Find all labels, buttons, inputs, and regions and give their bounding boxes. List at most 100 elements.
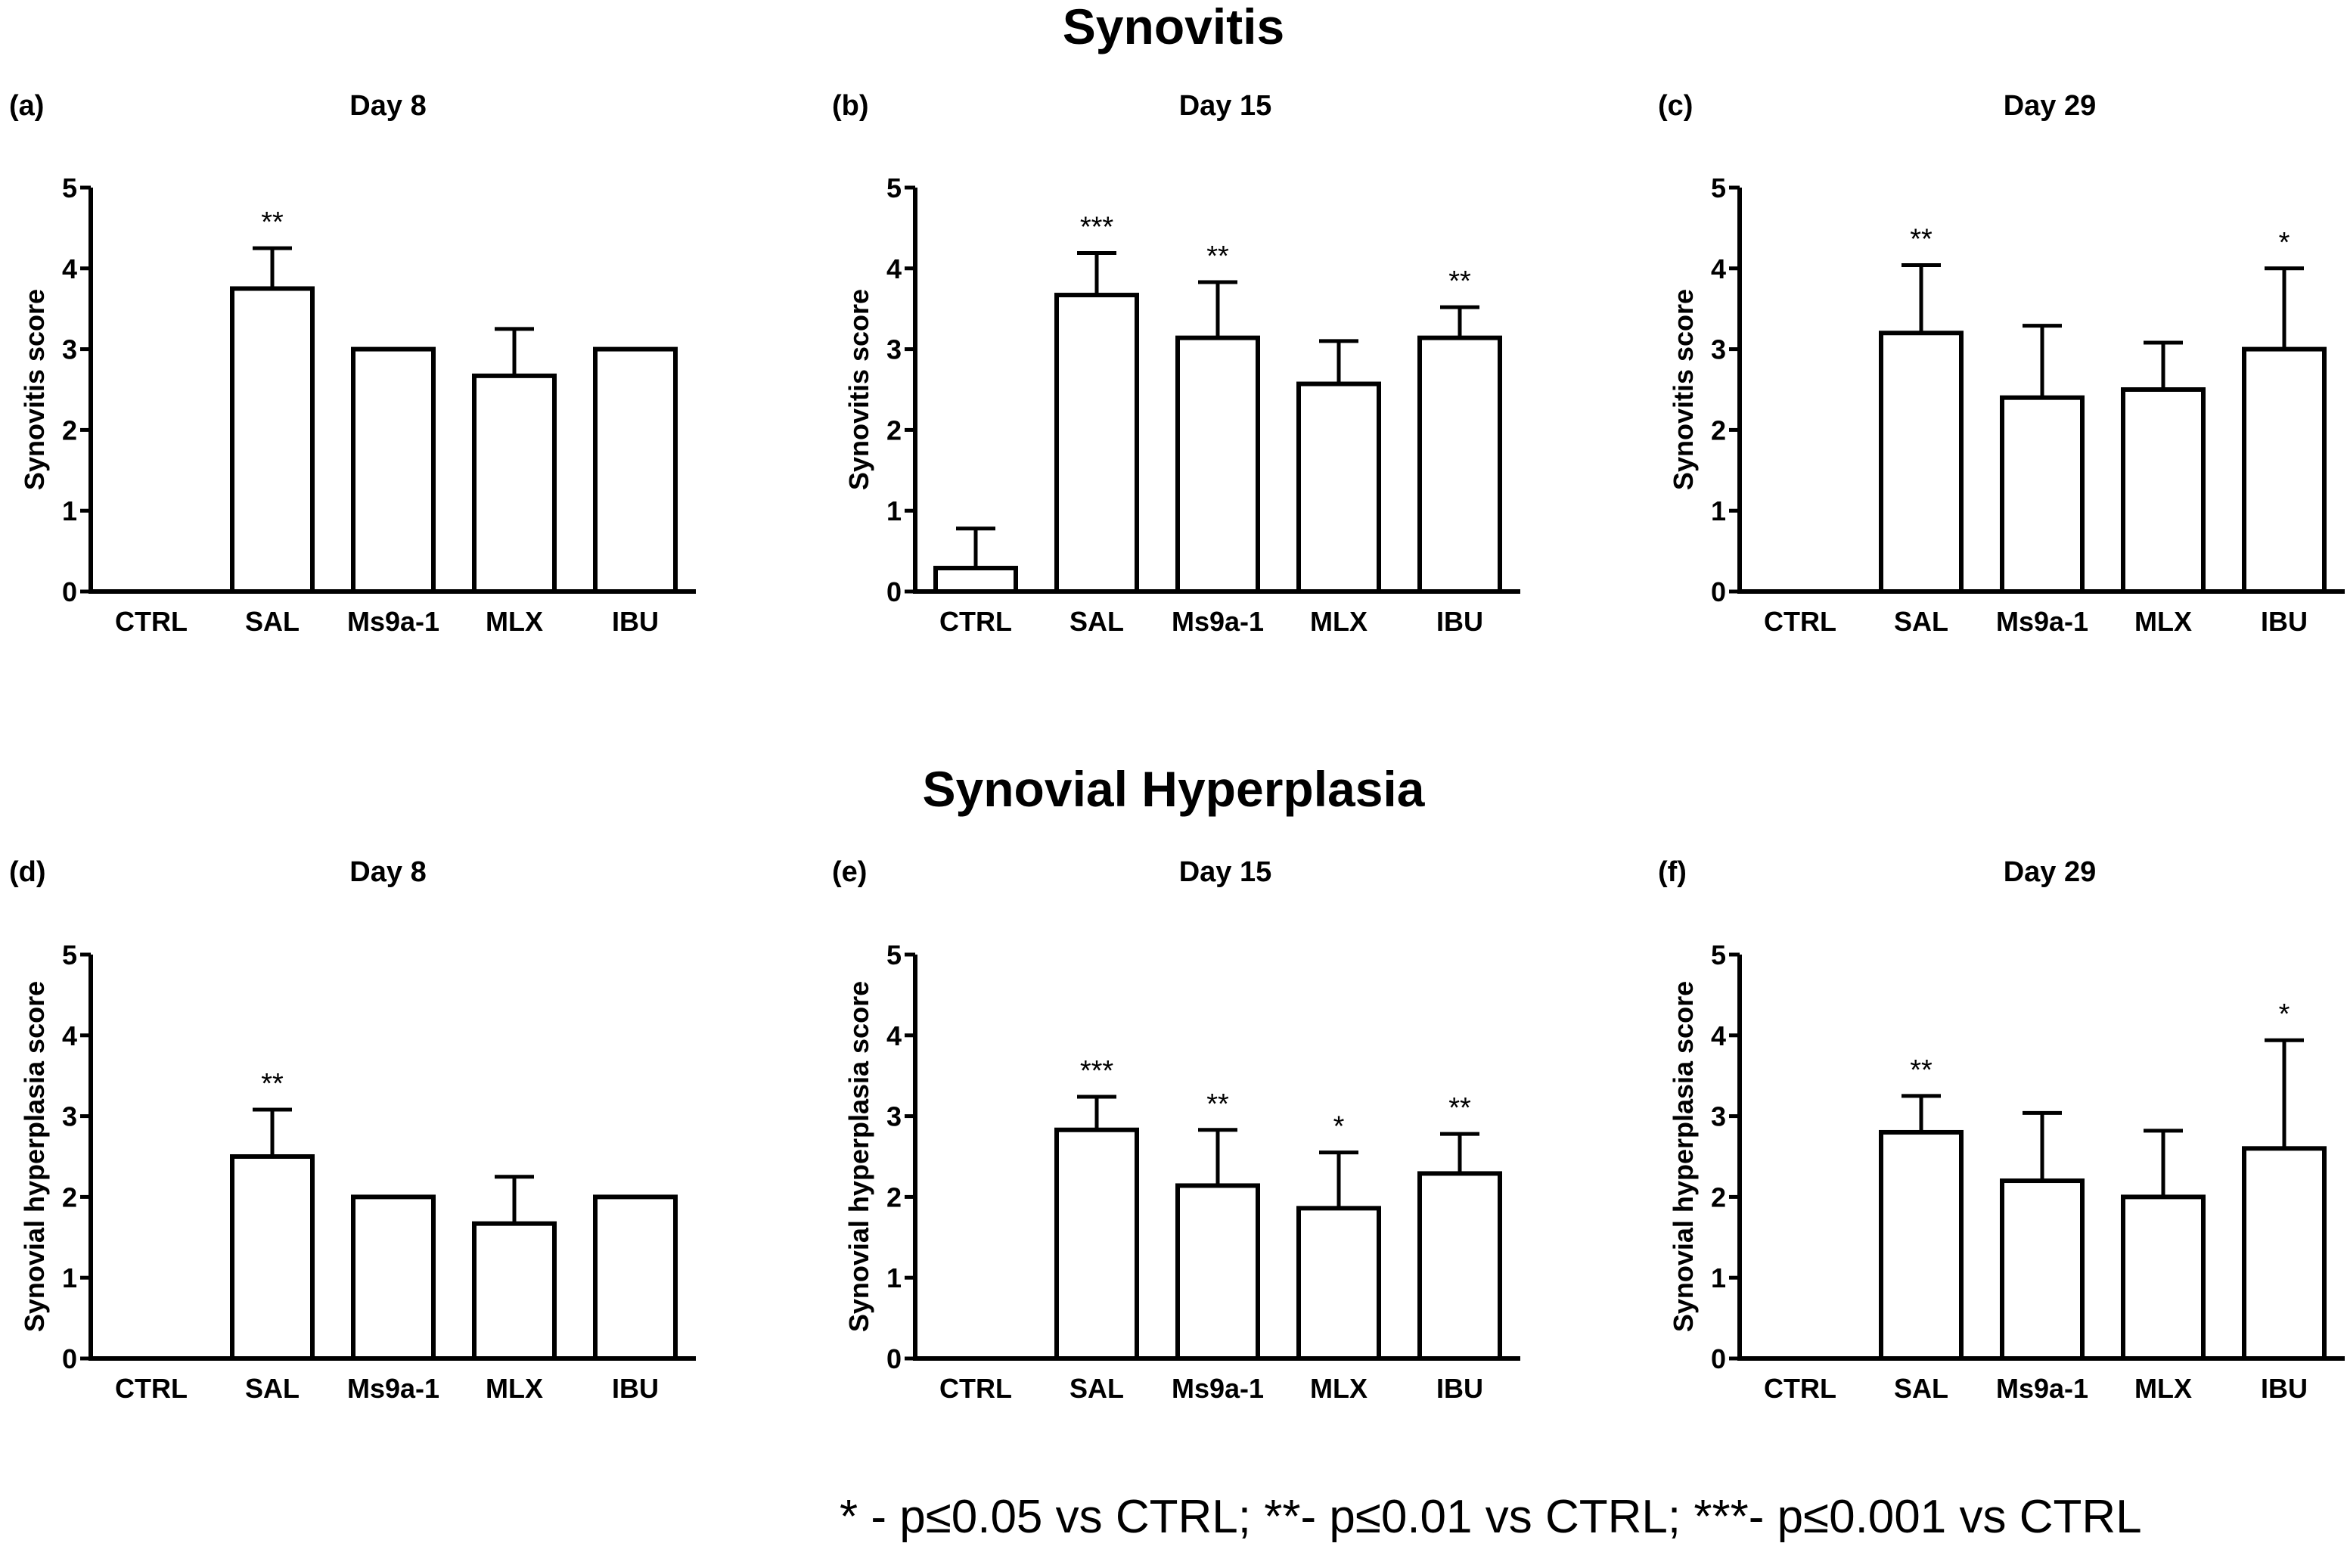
panel-c-y-tick-label: 2: [1711, 415, 1726, 446]
panel-c-y-axis-label: Synovitis score: [1668, 289, 1699, 490]
panel-a-y-tick-label: 3: [62, 334, 77, 365]
panel-d-x-tick-label: MLX: [486, 1373, 543, 1404]
panel-f-y-tick-label: 2: [1711, 1181, 1726, 1212]
panel-f-x-tick-label: Ms9a-1: [1996, 1373, 2088, 1404]
panel-a-significance-mark: **: [261, 206, 284, 238]
panel-b-bar-ibu: [1417, 335, 1502, 594]
panel-f-significance-mark: **: [1910, 1054, 1933, 1086]
panel-c-y-tick-label: 1: [1711, 495, 1726, 526]
panel-c-significance-mark: *: [2279, 227, 2290, 259]
panel-c-label: (c): [1658, 90, 1693, 122]
panel-f-bar-mlx: [2121, 1194, 2206, 1362]
panel-d-y-tick-label: 5: [62, 939, 77, 970]
panel-c-y-tick-label: 4: [1711, 253, 1726, 284]
panel-d-x-tick-label: CTRL: [115, 1373, 188, 1404]
panel-e-y-tick-label: 2: [886, 1181, 902, 1212]
panel-a-bar-mlx: [472, 373, 557, 594]
panel-d-title: Day 8: [349, 856, 426, 888]
panel-f-y-axis-label: Synovial hyperplasia score: [1668, 981, 1699, 1332]
panel-e-x-tick-label: CTRL: [939, 1373, 1012, 1404]
section-title-synovitis: Synovitis: [1062, 0, 1285, 54]
panel-c-x-tick-label: MLX: [2134, 606, 2192, 637]
panel-e-y-tick-label: 1: [886, 1262, 902, 1293]
panel-c-x-tick-label: CTRL: [1764, 606, 1836, 637]
panel-f-y-tick-label: 1: [1711, 1262, 1726, 1293]
panel-c-y-tick-label: 0: [1711, 576, 1726, 607]
panel-d-x-tick-label: SAL: [245, 1373, 300, 1404]
panel-f-significance-mark: *: [2279, 998, 2290, 1030]
panel-d-bar-ms9a-1: [351, 1194, 436, 1362]
panel-c-y-tick-label: 3: [1711, 334, 1726, 365]
panel-a-x-tick-label: IBU: [612, 606, 659, 637]
panel-f-y-tick-label: 5: [1711, 939, 1726, 970]
panel-a-y-tick-label: 4: [62, 253, 77, 284]
panel-f-bar-ibu: [2242, 1146, 2327, 1361]
panel-a-y-tick-label: 1: [62, 495, 77, 526]
panel-e-y-tick-label: 5: [886, 939, 902, 970]
panel-b-y-tick-label: 5: [886, 172, 902, 203]
panel-e-bar-ms9a-1: [1175, 1183, 1260, 1361]
panel-d-y-tick-label: 2: [62, 1181, 77, 1212]
panel-b-label: (b): [832, 90, 869, 122]
panel-a-y-tick-label: 5: [62, 172, 77, 203]
panel-d-x-tick-label: IBU: [612, 1373, 659, 1404]
panel-c-x-tick-label: SAL: [1894, 606, 1948, 637]
panel-a-x-tick-label: CTRL: [115, 606, 188, 637]
significance-footnote: * - p≤0.05 vs CTRL; **- p≤0.01 vs CTRL; …: [840, 1491, 2142, 1543]
panel-e-y-tick-label: 3: [886, 1101, 902, 1132]
panel-b-significance-mark: **: [1206, 241, 1229, 272]
panel-d-significance-mark: **: [261, 1068, 284, 1100]
panel-e-bar-ibu: [1417, 1171, 1502, 1361]
panel-f-x-tick-label: CTRL: [1764, 1373, 1836, 1404]
panel-e-significance-mark: **: [1206, 1088, 1229, 1120]
panel-b-bar-mlx: [1296, 381, 1381, 594]
panel-b-x-tick-label: MLX: [1310, 606, 1368, 637]
panel-d-x-tick-label: Ms9a-1: [347, 1373, 439, 1404]
panel-d-y-tick-label: 0: [62, 1343, 77, 1374]
panel-f-x-tick-label: MLX: [2134, 1373, 2192, 1404]
panel-c-y-tick-label: 5: [1711, 172, 1726, 203]
panel-a-y-tick-label: 0: [62, 576, 77, 607]
panel-b-y-tick-label: 0: [886, 576, 902, 607]
panel-f-bar-ms9a-1: [2000, 1178, 2085, 1362]
panel-b-x-tick-label: IBU: [1436, 606, 1483, 637]
panel-c-significance-mark: **: [1910, 224, 1933, 256]
panel-e-x-tick-label: SAL: [1069, 1373, 1124, 1404]
panel-d-y-tick-label: 4: [62, 1020, 77, 1051]
panel-b-y-tick-label: 4: [886, 253, 902, 284]
panel-b-y-axis-label: Synovitis score: [843, 289, 874, 490]
panel-e-x-tick-label: MLX: [1310, 1373, 1368, 1404]
panel-f-bar-sal: [1879, 1129, 1964, 1361]
panel-d-bar-mlx: [472, 1221, 557, 1362]
panel-b-x-tick-label: SAL: [1069, 606, 1124, 637]
panel-b-bar-ms9a-1: [1175, 335, 1260, 594]
panel-b-title: Day 15: [1179, 90, 1272, 122]
panel-d-y-tick-label: 3: [62, 1101, 77, 1132]
panel-e-title: Day 15: [1179, 856, 1272, 888]
panel-b-significance-mark: **: [1448, 265, 1471, 297]
panel-b-bar-sal: [1054, 293, 1139, 594]
panel-c-bar-ibu: [2242, 346, 2327, 594]
panel-a-x-tick-label: MLX: [486, 606, 543, 637]
panel-e-label: (e): [832, 856, 867, 888]
panel-c-bar-sal: [1879, 331, 1964, 594]
panel-c-bar-mlx: [2121, 387, 2206, 594]
panel-a-y-tick-label: 2: [62, 415, 77, 446]
panel-f-y-tick-label: 3: [1711, 1101, 1726, 1132]
panel-b-x-tick-label: Ms9a-1: [1172, 606, 1264, 637]
panel-e-y-tick-label: 0: [886, 1343, 902, 1374]
panel-b-significance-mark: ***: [1080, 212, 1114, 244]
panel-d-bar-sal: [230, 1154, 315, 1361]
section-title-synovial-hyperplasia: Synovial Hyperplasia: [922, 761, 1425, 817]
panel-b-x-tick-label: CTRL: [939, 606, 1012, 637]
panel-e-significance-mark: ***: [1080, 1055, 1114, 1087]
panel-b-y-tick-label: 1: [886, 495, 902, 526]
panel-e-significance-mark: **: [1448, 1092, 1471, 1124]
panel-e-significance-mark: *: [1333, 1111, 1345, 1143]
panel-f-y-tick-label: 4: [1711, 1020, 1726, 1051]
panel-f-label: (f): [1658, 856, 1687, 888]
panel-a-label: (a): [9, 90, 44, 122]
panel-d-bar-ibu: [593, 1194, 678, 1362]
panel-c-title: Day 29: [2004, 90, 2097, 122]
